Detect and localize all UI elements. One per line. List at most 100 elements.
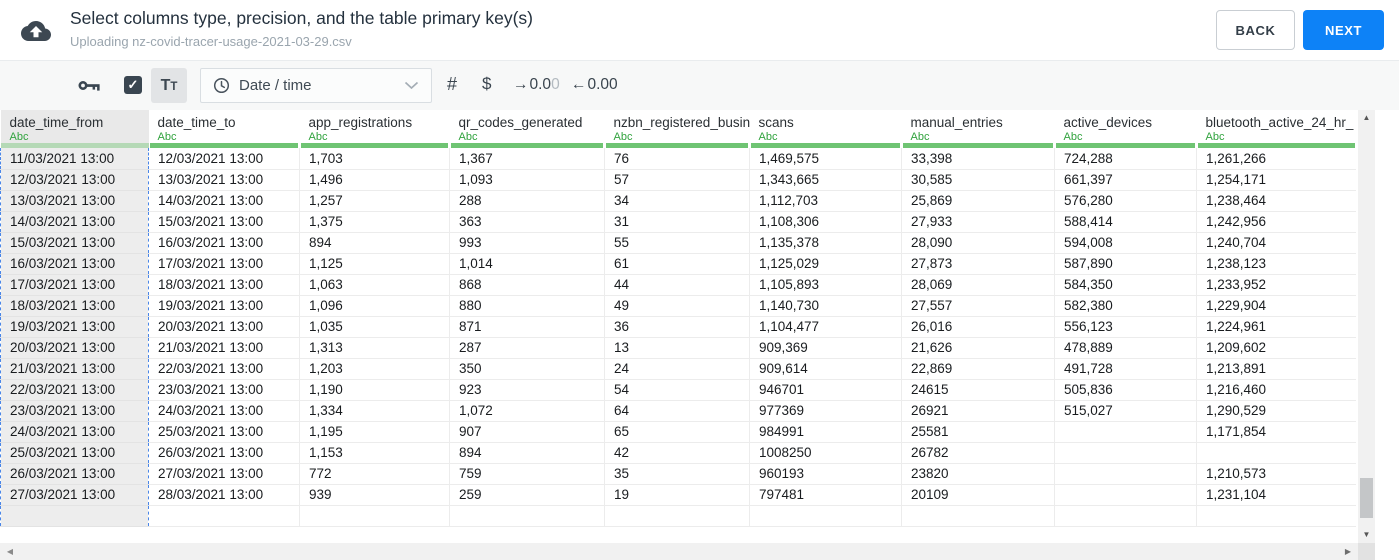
table-cell: 1,135,378 (749, 232, 902, 254)
table-cell: 1,072 (449, 400, 605, 422)
table-cell: 759 (449, 463, 605, 485)
scrollbar-left-button[interactable]: ◀ (6, 547, 14, 556)
data-table: date_time_from Abc date_time_to Abc app_regi… (0, 110, 1356, 527)
table-cell: 23/03/2021 13:00 (0, 400, 149, 422)
column-header-date_time_from[interactable]: date_time_from Abc (0, 110, 149, 148)
table-cell: 288 (449, 190, 605, 212)
table-row: 16/03/2021 13:00 17/03/2021 13:00 1,125 1,0… (0, 253, 1356, 275)
table-cell: 960193 (749, 463, 902, 485)
table-cell: 27/03/2021 13:00 (148, 463, 300, 485)
table-cell: 1,334 (299, 400, 450, 422)
table-cell: 984991 (749, 421, 902, 443)
table-cell (1054, 463, 1197, 485)
horizontal-scrollbar[interactable]: ◀ ▶ (0, 543, 1358, 560)
table-cell: 1,254,171 (1196, 169, 1356, 191)
column-header-qr_codes_generated[interactable]: qr_codes_generated Abc (449, 110, 605, 148)
column-underline-bar (450, 143, 603, 148)
table-cell: 13/03/2021 13:00 (0, 190, 149, 212)
table-cell: 1,240,704 (1196, 232, 1356, 254)
table-cell: 61 (604, 253, 750, 275)
table-cell: 1,257 (299, 190, 450, 212)
table-row: 26/03/2021 13:00 27/03/2021 13:00 772 759 35… (0, 463, 1356, 485)
table-row: 15/03/2021 13:00 16/03/2021 13:00 894 993 55… (0, 232, 1356, 254)
table-cell: 14/03/2021 13:00 (0, 211, 149, 233)
table-cell (1196, 505, 1356, 527)
table-cell: 1,242,956 (1196, 211, 1356, 233)
column-header-active_devices[interactable]: active_devices Abc (1054, 110, 1197, 148)
table-cell: 54 (604, 379, 750, 401)
table-cell (1054, 484, 1197, 506)
column-header-app_registrations[interactable]: app_registrations Abc (299, 110, 450, 148)
table-cell: 505,836 (1054, 379, 1197, 401)
table-cell: 880 (449, 295, 605, 317)
table-cell: 909,369 (749, 337, 902, 359)
column-header-bluetooth_active_24_hr_[interactable]: bluetooth_active_24_hr_ Abc (1196, 110, 1356, 148)
table-cell: 24 (604, 358, 750, 380)
table-row (0, 505, 1356, 527)
column-name: manual_entries (910, 115, 1003, 130)
column-type-label: Abc (758, 131, 778, 143)
table-cell: 24/03/2021 13:00 (148, 400, 300, 422)
column-name: active_devices (1063, 115, 1153, 130)
table-cell: 1008250 (749, 442, 902, 464)
table-cell: 28/03/2021 13:00 (148, 484, 300, 506)
table-cell: 287 (449, 337, 605, 359)
scrollbar-up-button[interactable]: ▲ (1362, 113, 1371, 122)
column-name: bluetooth_active_24_hr_ (1205, 115, 1354, 130)
table-cell: 28,090 (901, 232, 1055, 254)
table-cell: 1,229,904 (1196, 295, 1356, 317)
table-cell: 57 (604, 169, 750, 191)
table-cell: 31 (604, 211, 750, 233)
column-type-label: Abc (613, 131, 633, 143)
table-cell: 30,585 (901, 169, 1055, 191)
type-dropdown[interactable]: Date / time (200, 68, 432, 103)
scrollbar-down-button[interactable]: ▼ (1362, 530, 1371, 539)
column-header-scans[interactable]: scans Abc (749, 110, 902, 148)
vertical-scrollbar-thumb[interactable] (1360, 478, 1373, 518)
table-cell: 363 (449, 211, 605, 233)
column-header-date_time_to[interactable]: date_time_to Abc (148, 110, 300, 148)
table-cell: 26,016 (901, 316, 1055, 338)
table-cell: 44 (604, 274, 750, 296)
table-cell: 1,014 (449, 253, 605, 275)
vertical-scrollbar[interactable]: ▲ ▼ (1358, 110, 1375, 543)
add-decimal-button[interactable]: →0.00 (513, 76, 560, 93)
table-cell: 1,261,266 (1196, 148, 1356, 170)
table-cell: 1,469,575 (749, 148, 902, 170)
table-cell: 76 (604, 148, 750, 170)
table-cell: 939 (299, 484, 450, 506)
primary-key-icon[interactable] (78, 78, 102, 98)
table-cell: 1,496 (299, 169, 450, 191)
table-cell: 27,873 (901, 253, 1055, 275)
text-type-button[interactable]: TT (151, 68, 187, 103)
table-cell: 27,933 (901, 211, 1055, 233)
include-column-checkbox[interactable]: ✓ (124, 76, 142, 94)
chevron-down-icon (404, 81, 419, 90)
scrollbar-right-button[interactable]: ▶ (1344, 547, 1352, 556)
table-cell (1054, 505, 1197, 527)
table-cell: 12/03/2021 13:00 (148, 148, 300, 170)
column-type-label: Abc (9, 131, 29, 143)
table-cell: 1,216,460 (1196, 379, 1356, 401)
column-header-manual_entries[interactable]: manual_entries Abc (901, 110, 1055, 148)
table-row: 17/03/2021 13:00 18/03/2021 13:00 1,063 868… (0, 274, 1356, 296)
column-header-nzbn_registered_busine[interactable]: nzbn_registered_busine Abc (604, 110, 750, 148)
column-name: app_registrations (308, 115, 413, 130)
number-type-button[interactable]: # (447, 74, 458, 94)
remove-decimal-button[interactable]: ←0.00 (571, 76, 618, 93)
table-cell: 21,626 (901, 337, 1055, 359)
table-cell: 594,008 (1054, 232, 1197, 254)
column-name: qr_codes_generated (458, 115, 583, 130)
table-cell: 16/03/2021 13:00 (148, 232, 300, 254)
next-button[interactable]: NEXT (1303, 10, 1384, 50)
table-cell: 15/03/2021 13:00 (0, 232, 149, 254)
table-cell: 1,238,123 (1196, 253, 1356, 275)
table-cell: 909,614 (749, 358, 902, 380)
table-cell: 26782 (901, 442, 1055, 464)
table-cell: 15/03/2021 13:00 (148, 211, 300, 233)
column-underline-bar (0, 143, 149, 148)
currency-type-button[interactable]: $ (482, 74, 492, 93)
back-button[interactable]: BACK (1216, 10, 1295, 50)
table-cell (1054, 421, 1197, 443)
table-cell: 478,889 (1054, 337, 1197, 359)
